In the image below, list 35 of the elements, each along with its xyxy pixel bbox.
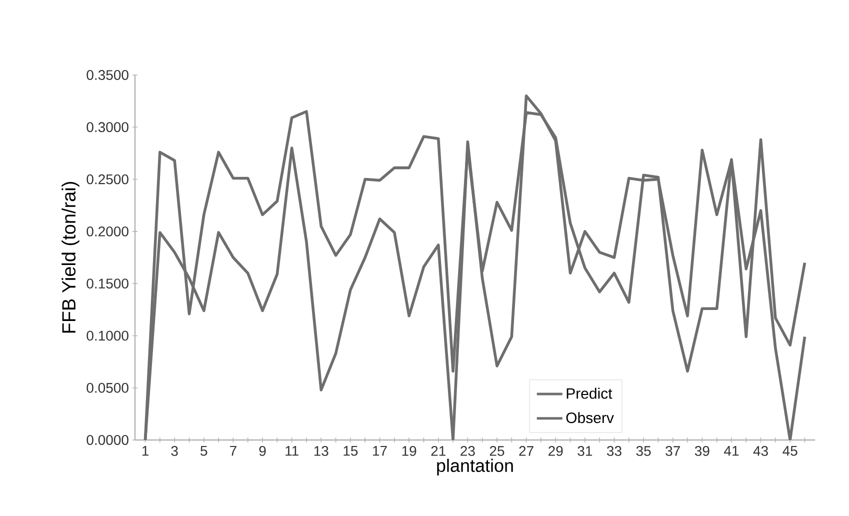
x-tick-label: 45: [782, 446, 798, 456]
x-tick-label: 23: [460, 446, 475, 456]
y-axis-title: FFB Yield (ton/rai): [62, 182, 80, 333]
x-tick-label: 5: [200, 446, 208, 456]
x-tick-label: 43: [753, 446, 768, 456]
x-tick-label: 41: [724, 446, 739, 456]
x-tick-label: 29: [548, 446, 563, 456]
y-tick-label: 0.3000: [86, 122, 128, 132]
x-tick-label: 35: [636, 446, 651, 456]
x-tick-label: 27: [519, 446, 534, 456]
x-tick-label: 17: [373, 446, 387, 456]
y-tick-label: 0.0500: [86, 382, 128, 393]
legend-label: Observ: [566, 412, 614, 424]
x-tick-label: 39: [694, 446, 710, 456]
x-tick-label: 1: [142, 446, 148, 456]
x-tick-label: 7: [230, 446, 236, 456]
x-tick-label: 37: [666, 446, 680, 456]
x-tick-label: 31: [578, 446, 592, 456]
x-tick-label: 13: [314, 446, 328, 456]
x-tick-label: 3: [171, 446, 178, 456]
x-tick-label: 33: [606, 446, 622, 456]
y-tick-label: 0.1500: [86, 278, 128, 289]
x-tick-label: 25: [490, 446, 504, 456]
x-tick-label: 15: [344, 446, 358, 456]
y-tick-label: 0.2500: [86, 174, 128, 184]
x-tick-label: 19: [402, 446, 416, 456]
y-tick-label: 0.0000: [86, 435, 128, 445]
y-tick-label: 0.2000: [86, 226, 128, 236]
x-tick-label: 21: [431, 446, 446, 456]
y-tick-label: 0.1000: [86, 330, 128, 341]
legend-label: Predict: [566, 388, 612, 399]
x-tick-label: 9: [259, 446, 266, 456]
x-axis-title: plantation: [437, 458, 513, 476]
x-tick-label: 11: [286, 446, 298, 456]
y-tick-label: 0.3500: [86, 70, 128, 80]
